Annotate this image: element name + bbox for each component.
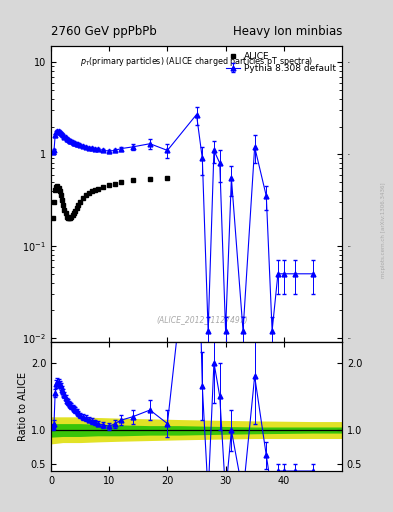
Text: mcplots.cern.ch [arXiv:1306.3436]: mcplots.cern.ch [arXiv:1306.3436] — [381, 183, 386, 278]
ALICE — [62, 206, 67, 212]
Text: Heavy Ion minbias: Heavy Ion minbias — [233, 26, 342, 38]
Text: $p_{T}$(primary particles) (ALICE charged particles pT spectra): $p_{T}$(primary particles) (ALICE charge… — [80, 55, 313, 68]
ALICE — [72, 210, 76, 216]
ALICE — [73, 208, 77, 214]
ALICE — [81, 196, 85, 202]
ALICE — [53, 187, 57, 193]
ALICE — [54, 184, 59, 190]
ALICE — [86, 190, 91, 196]
ALICE — [74, 205, 79, 211]
ALICE — [63, 210, 68, 216]
ALICE — [56, 185, 61, 191]
ALICE — [90, 188, 94, 194]
ALICE — [69, 214, 74, 220]
ALICE — [148, 176, 152, 182]
Text: 2760 GeV ppPbPb: 2760 GeV ppPbPb — [51, 26, 157, 38]
ALICE — [55, 183, 60, 189]
Legend: ALICE, Pythia 8.308 default: ALICE, Pythia 8.308 default — [223, 49, 339, 77]
ALICE — [59, 192, 63, 198]
ALICE — [70, 211, 75, 218]
ALICE — [101, 184, 106, 190]
ALICE — [107, 182, 112, 188]
ALICE — [92, 187, 97, 193]
ALICE — [64, 214, 69, 220]
ALICE — [60, 197, 64, 203]
ALICE — [130, 177, 135, 183]
ALICE — [67, 216, 72, 222]
ALICE — [78, 199, 83, 205]
ALICE — [119, 179, 123, 185]
ALICE — [51, 199, 56, 205]
ALICE — [68, 216, 73, 222]
Line: ALICE: ALICE — [50, 176, 170, 221]
ALICE — [165, 175, 170, 181]
Y-axis label: Ratio to ALICE: Ratio to ALICE — [18, 372, 28, 441]
ALICE — [95, 186, 100, 192]
ALICE — [84, 192, 88, 198]
Text: (ALICE_2012_I1127497): (ALICE_2012_I1127497) — [156, 315, 248, 325]
ALICE — [76, 202, 81, 208]
ALICE — [113, 180, 118, 186]
ALICE — [57, 188, 62, 194]
ALICE — [66, 216, 70, 222]
ALICE — [61, 202, 66, 208]
ALICE — [50, 216, 55, 222]
